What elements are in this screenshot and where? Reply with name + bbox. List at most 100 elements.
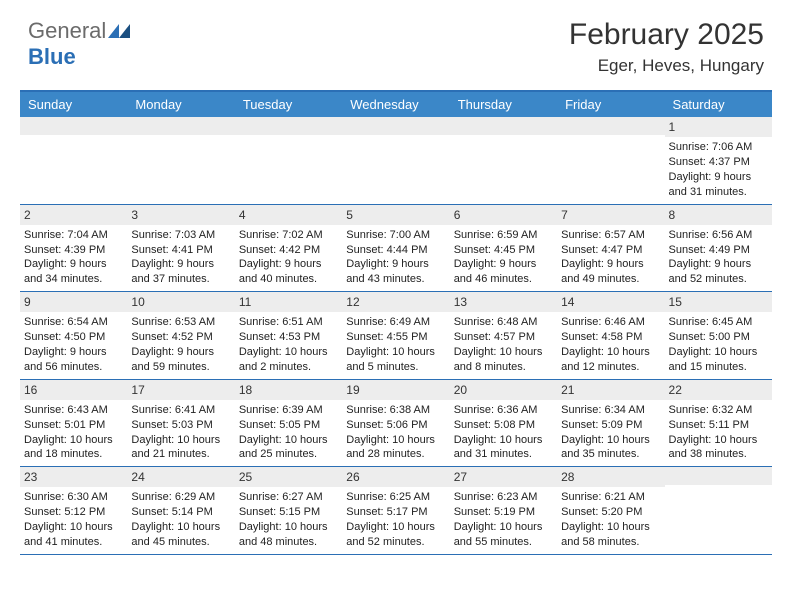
sunset-text: Sunset: 4:44 PM: [346, 243, 445, 258]
day-cell: [342, 117, 449, 204]
day-info: Sunrise: 6:46 AMSunset: 4:58 PMDaylight:…: [561, 315, 660, 374]
day-number: 27: [450, 467, 557, 487]
weekday-header: Wednesday: [342, 92, 449, 117]
day-cell: 15Sunrise: 6:45 AMSunset: 5:00 PMDayligh…: [665, 292, 772, 379]
day-cell: 7Sunrise: 6:57 AMSunset: 4:47 PMDaylight…: [557, 205, 664, 292]
logo-text-blue: Blue: [28, 44, 76, 69]
day-cell: [235, 117, 342, 204]
daylight-text: Daylight: 9 hours and 59 minutes.: [131, 345, 230, 375]
sunrise-text: Sunrise: 6:32 AM: [669, 403, 768, 418]
daylight-text: Daylight: 10 hours and 55 minutes.: [454, 520, 553, 550]
daylight-text: Daylight: 9 hours and 46 minutes.: [454, 257, 553, 287]
sunrise-text: Sunrise: 6:53 AM: [131, 315, 230, 330]
sunrise-text: Sunrise: 6:57 AM: [561, 228, 660, 243]
day-info: Sunrise: 6:34 AMSunset: 5:09 PMDaylight:…: [561, 403, 660, 462]
day-number: 13: [450, 292, 557, 312]
sunrise-text: Sunrise: 6:21 AM: [561, 490, 660, 505]
sunrise-text: Sunrise: 6:25 AM: [346, 490, 445, 505]
day-cell: 10 Sunrise: 6:53 AMSunset: 4:52 PMDayligh…: [127, 292, 234, 379]
day-info: Sunrise: 6:51 AMSunset: 4:53 PMDaylight:…: [239, 315, 338, 374]
daylight-text: Daylight: 9 hours and 34 minutes.: [24, 257, 123, 287]
day-number: [665, 467, 772, 485]
day-info: Sunrise: 6:53 AMSunset: 4:52 PMDaylight:…: [131, 315, 230, 374]
day-info: Sunrise: 7:06 AMSunset: 4:37 PMDaylight:…: [669, 140, 768, 199]
day-info: Sunrise: 6:27 AMSunset: 5:15 PMDaylight:…: [239, 490, 338, 549]
day-number: 16: [20, 380, 127, 400]
day-info: Sunrise: 7:00 AMSunset: 4:44 PMDaylight:…: [346, 228, 445, 287]
daylight-text: Daylight: 10 hours and 8 minutes.: [454, 345, 553, 375]
day-cell: 11 Sunrise: 6:51 AMSunset: 4:53 PMDayligh…: [235, 292, 342, 379]
day-number: 10: [127, 292, 234, 312]
day-number: [20, 117, 127, 135]
sunset-text: Sunset: 4:57 PM: [454, 330, 553, 345]
daylight-text: Daylight: 9 hours and 52 minutes.: [669, 257, 768, 287]
sunrise-text: Sunrise: 6:48 AM: [454, 315, 553, 330]
day-cell: 22 Sunrise: 6:32 AMSunset: 5:11 PMDayligh…: [665, 380, 772, 467]
day-number: [235, 117, 342, 135]
sunset-text: Sunset: 4:50 PM: [24, 330, 123, 345]
day-number: [450, 117, 557, 135]
sunrise-text: Sunrise: 7:03 AM: [131, 228, 230, 243]
sunset-text: Sunset: 4:42 PM: [239, 243, 338, 258]
day-cell: 25Sunrise: 6:27 AMSunset: 5:15 PMDayligh…: [235, 467, 342, 554]
day-cell: 12Sunrise: 6:49 AMSunset: 4:55 PMDayligh…: [342, 292, 449, 379]
header: GeneralBlue February 2025 Eger, Heves, H…: [0, 0, 792, 84]
day-cell: 21 Sunrise: 6:34 AMSunset: 5:09 PMDayligh…: [557, 380, 664, 467]
day-info: Sunrise: 6:41 AMSunset: 5:03 PMDaylight:…: [131, 403, 230, 462]
sunrise-text: Sunrise: 6:45 AM: [669, 315, 768, 330]
daylight-text: Daylight: 10 hours and 2 minutes.: [239, 345, 338, 375]
day-info: Sunrise: 6:56 AMSunset: 4:49 PMDaylight:…: [669, 228, 768, 287]
day-number: 22: [665, 380, 772, 400]
day-info: Sunrise: 6:57 AMSunset: 4:47 PMDaylight:…: [561, 228, 660, 287]
logo-icon: [108, 18, 130, 43]
day-info: Sunrise: 6:59 AMSunset: 4:45 PMDaylight:…: [454, 228, 553, 287]
sunset-text: Sunset: 4:41 PM: [131, 243, 230, 258]
day-cell: 27Sunrise: 6:23 AMSunset: 5:19 PMDayligh…: [450, 467, 557, 554]
sunset-text: Sunset: 5:12 PM: [24, 505, 123, 520]
daylight-text: Daylight: 10 hours and 48 minutes.: [239, 520, 338, 550]
day-info: Sunrise: 6:21 AMSunset: 5:20 PMDaylight:…: [561, 490, 660, 549]
day-cell: 4 Sunrise: 7:02 AMSunset: 4:42 PMDaylight…: [235, 205, 342, 292]
sunset-text: Sunset: 5:15 PM: [239, 505, 338, 520]
day-number: 4: [235, 205, 342, 225]
sunrise-text: Sunrise: 6:23 AM: [454, 490, 553, 505]
sunrise-text: Sunrise: 6:43 AM: [24, 403, 123, 418]
day-number: 28: [557, 467, 664, 487]
sunset-text: Sunset: 4:39 PM: [24, 243, 123, 258]
sunrise-text: Sunrise: 7:00 AM: [346, 228, 445, 243]
calendar: SundayMondayTuesdayWednesdayThursdayFrid…: [20, 90, 772, 555]
day-number: 15: [665, 292, 772, 312]
day-cell: [557, 117, 664, 204]
day-number: 17: [127, 380, 234, 400]
location-text: Eger, Heves, Hungary: [569, 56, 764, 76]
day-info: Sunrise: 6:54 AMSunset: 4:50 PMDaylight:…: [24, 315, 123, 374]
day-number: 21: [557, 380, 664, 400]
day-info: Sunrise: 6:32 AMSunset: 5:11 PMDaylight:…: [669, 403, 768, 462]
sunrise-text: Sunrise: 7:02 AM: [239, 228, 338, 243]
weekday-header: Friday: [557, 92, 664, 117]
weekday-header: Thursday: [450, 92, 557, 117]
day-number: 14: [557, 292, 664, 312]
day-info: Sunrise: 7:02 AMSunset: 4:42 PMDaylight:…: [239, 228, 338, 287]
logo-text: GeneralBlue: [28, 18, 130, 70]
day-cell: 26Sunrise: 6:25 AMSunset: 5:17 PMDayligh…: [342, 467, 449, 554]
sunset-text: Sunset: 5:06 PM: [346, 418, 445, 433]
sunset-text: Sunset: 5:01 PM: [24, 418, 123, 433]
daylight-text: Daylight: 9 hours and 31 minutes.: [669, 170, 768, 200]
day-cell: 18Sunrise: 6:39 AMSunset: 5:05 PMDayligh…: [235, 380, 342, 467]
sunrise-text: Sunrise: 6:46 AM: [561, 315, 660, 330]
daylight-text: Daylight: 10 hours and 45 minutes.: [131, 520, 230, 550]
sunrise-text: Sunrise: 6:38 AM: [346, 403, 445, 418]
daylight-text: Daylight: 9 hours and 37 minutes.: [131, 257, 230, 287]
day-number: 11: [235, 292, 342, 312]
sunset-text: Sunset: 4:49 PM: [669, 243, 768, 258]
day-info: Sunrise: 6:43 AMSunset: 5:01 PMDaylight:…: [24, 403, 123, 462]
day-info: Sunrise: 6:39 AMSunset: 5:05 PMDaylight:…: [239, 403, 338, 462]
day-cell: [20, 117, 127, 204]
day-number: 8: [665, 205, 772, 225]
day-cell: 8 Sunrise: 6:56 AMSunset: 4:49 PMDaylight…: [665, 205, 772, 292]
sunset-text: Sunset: 4:55 PM: [346, 330, 445, 345]
day-cell: 1Sunrise: 7:06 AMSunset: 4:37 PMDaylight…: [665, 117, 772, 204]
sunset-text: Sunset: 4:47 PM: [561, 243, 660, 258]
daylight-text: Daylight: 10 hours and 28 minutes.: [346, 433, 445, 463]
